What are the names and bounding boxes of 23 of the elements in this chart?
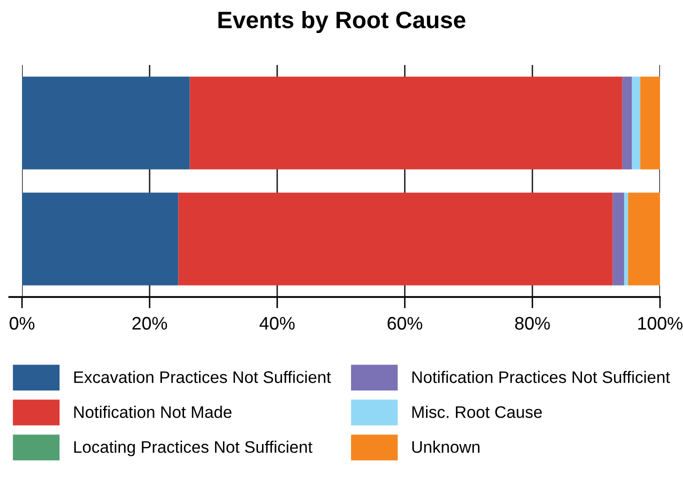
legend-label: Unknown [412, 440, 480, 453]
x-tick-label: 60% [388, 316, 422, 330]
bar [178, 192, 613, 286]
legend-label: Misc. Root Cause [412, 406, 542, 418]
x-tick-label: 80% [515, 316, 550, 330]
x-tick-label: 20% [132, 316, 168, 330]
legend-label: Locating Practices Not Sufficient [74, 440, 312, 456]
bar [640, 76, 660, 170]
bar [628, 192, 660, 286]
bar [22, 76, 190, 170]
legend-label: Excavation Practices Not Sufficient [74, 370, 331, 384]
legend-label: Notification Not Made [74, 406, 232, 418]
bar [622, 76, 632, 170]
bar [22, 192, 178, 286]
bar [612, 192, 624, 286]
x-tick-label: 100% [638, 316, 682, 330]
x-tick-label: 0% [10, 316, 34, 330]
x-tick-label: 40% [260, 316, 295, 330]
bar [632, 76, 640, 170]
bar [190, 76, 622, 170]
legend-label: Notification Practices Not Sufficient [412, 370, 670, 384]
bar [624, 192, 628, 286]
chart-title: Events by Root Cause [218, 10, 466, 34]
